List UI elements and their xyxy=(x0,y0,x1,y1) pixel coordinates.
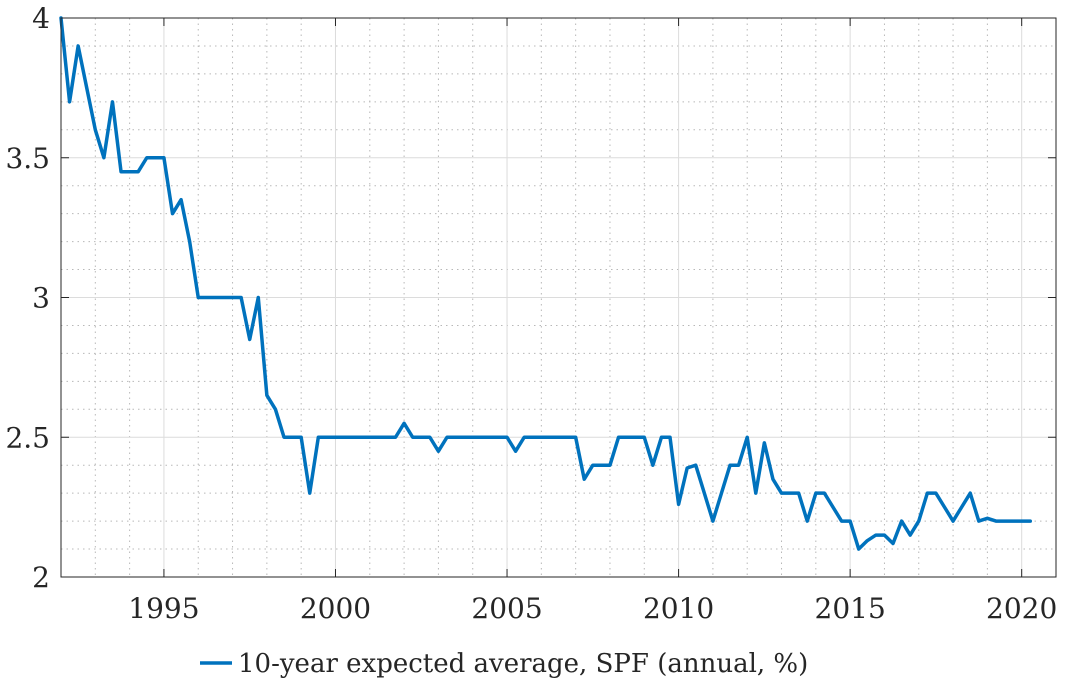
x-tick-label: 2000 xyxy=(300,592,371,625)
series-layer xyxy=(59,16,1033,551)
x-tick-label: 2005 xyxy=(471,592,542,625)
y-tick-label: 3.5 xyxy=(5,142,50,175)
x-tick-label: 2020 xyxy=(986,592,1057,625)
legend: 10-year expected average, SPF (annual, %… xyxy=(200,649,808,679)
x-tick-label: 2015 xyxy=(815,592,886,625)
axis-ticks: 1995 2000 2005 2010 2015 2020 2 2.5 3 3.5 4 xyxy=(5,2,1057,625)
series-line xyxy=(59,16,1033,551)
y-tick-label: 4 xyxy=(32,2,50,35)
y-tick-label: 3 xyxy=(32,282,50,315)
legend-label: 10-year expected average, SPF (annual, %… xyxy=(238,649,808,679)
x-tick-label: 2010 xyxy=(643,592,714,625)
y-tick-label: 2.5 xyxy=(5,421,50,454)
y-tick-label: 2 xyxy=(32,561,50,594)
x-tick-label: 1995 xyxy=(128,592,199,625)
